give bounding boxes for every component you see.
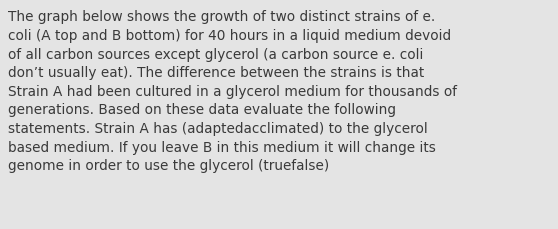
Text: The graph below shows the growth of two distinct strains of e.
coli (A top and B: The graph below shows the growth of two … bbox=[8, 10, 458, 173]
